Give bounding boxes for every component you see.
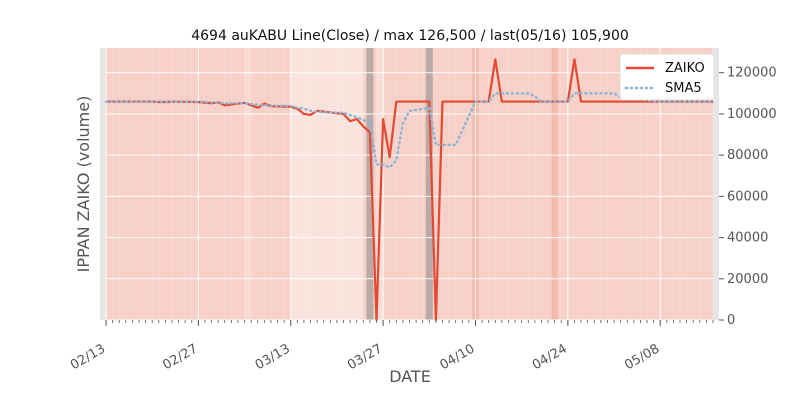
- y-axis-label: IPPAN ZAIKO (volume): [74, 96, 93, 273]
- y-tick-label: 20000: [727, 272, 768, 287]
- y-tick-label: 40000: [727, 231, 768, 246]
- light-band: [376, 48, 384, 320]
- accent-band: [551, 48, 558, 320]
- y-tick-label: 120000: [727, 66, 777, 81]
- legend-box: [619, 53, 715, 101]
- dark-band: [366, 48, 374, 320]
- series-layer: [104, 58, 715, 322]
- series-line-sma5: [104, 92, 715, 169]
- bands-layer: [105, 48, 714, 320]
- dark-band: [425, 48, 433, 320]
- legend-zaiko-label: ZAIKO: [665, 61, 705, 76]
- y-tick-label: 60000: [727, 189, 768, 204]
- chart-title: 4694 auKABU Line(Close) / max 126,500 / …: [191, 28, 629, 44]
- light-band: [290, 48, 364, 320]
- y-tick-label: 100000: [727, 107, 777, 122]
- y-tick-label: 0: [727, 313, 735, 328]
- grid-layer: [105, 48, 713, 321]
- light-band: [244, 48, 252, 320]
- legend-sma5-label: SMA5: [665, 81, 702, 96]
- legend: ZAIKO SMA5: [619, 53, 715, 101]
- y-tick-label: 80000: [727, 148, 768, 163]
- x-axis-label: DATE: [389, 367, 431, 386]
